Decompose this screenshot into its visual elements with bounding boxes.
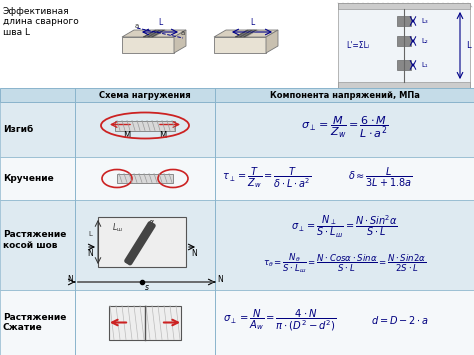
Bar <box>0 157 474 200</box>
Polygon shape <box>122 37 174 53</box>
Text: $\delta \approx \dfrac{L}{3L+1.8a}$: $\delta \approx \dfrac{L}{3L+1.8a}$ <box>348 166 412 189</box>
Bar <box>0 0 474 89</box>
Bar <box>338 82 470 88</box>
Bar <box>109 306 181 339</box>
Bar <box>397 16 411 26</box>
Text: $\sigma_{\perp} = \dfrac{N_{\perp}}{S \cdot L_{ш}} = \dfrac{N \cdot Sin^2\alpha}: $\sigma_{\perp} = \dfrac{N_{\perp}}{S \c… <box>291 214 398 240</box>
Polygon shape <box>174 30 186 53</box>
Text: L₁: L₁ <box>421 62 428 68</box>
Text: L₃: L₃ <box>421 18 428 24</box>
Polygon shape <box>143 30 165 37</box>
Text: Растяжение
Сжатие: Растяжение Сжатие <box>3 313 66 332</box>
Polygon shape <box>235 30 257 37</box>
Text: $d = D - 2 \cdot a$: $d = D - 2 \cdot a$ <box>371 315 429 327</box>
Text: $\tau_{\theta} = \dfrac{N_{\theta}}{S \cdot L_{ш}} = \dfrac{N \cdot Cos\alpha \c: $\tau_{\theta} = \dfrac{N_{\theta}}{S \c… <box>263 251 426 275</box>
Text: N: N <box>191 250 197 258</box>
Bar <box>0 290 474 355</box>
Polygon shape <box>122 30 186 37</box>
Text: $\alpha$: $\alpha$ <box>148 218 155 227</box>
Text: L₂: L₂ <box>421 38 428 44</box>
Text: a: a <box>135 23 139 29</box>
Text: N: N <box>67 274 73 284</box>
Text: Эффективная
длина сварного
шва L: Эффективная длина сварного шва L <box>3 7 79 37</box>
Text: $L_{\rm ш}$: $L_{\rm ш}$ <box>112 222 123 234</box>
Text: L: L <box>466 42 471 50</box>
Bar <box>117 174 173 182</box>
Text: a: a <box>181 30 185 36</box>
Text: Схема нагружения: Схема нагружения <box>99 91 191 99</box>
Text: $\tau_{\perp} = \dfrac{T}{Z_{w}} = \dfrac{T}{\delta \cdot L \cdot a^2}$: $\tau_{\perp} = \dfrac{T}{Z_{w}} = \dfra… <box>222 165 312 190</box>
Text: L: L <box>88 231 92 237</box>
Bar <box>397 36 411 46</box>
Text: Кручение: Кручение <box>3 174 54 183</box>
Bar <box>338 3 470 88</box>
Text: $\sigma_{\perp} = \dfrac{N}{A_{w}} = \dfrac{4 \cdot N}{\pi \cdot (D^2 - d^2)}$: $\sigma_{\perp} = \dfrac{N}{A_{w}} = \df… <box>223 307 337 333</box>
Text: $\sigma_{\perp} = \dfrac{M}{Z_{w}} = \dfrac{6 \cdot M}{L \cdot a^2}$: $\sigma_{\perp} = \dfrac{M}{Z_{w}} = \df… <box>301 115 388 140</box>
Text: N: N <box>217 274 223 284</box>
Text: L: L <box>250 18 254 27</box>
Text: M: M <box>123 131 131 140</box>
Text: Растяжение
косой шов: Растяжение косой шов <box>3 230 66 250</box>
Bar <box>338 3 470 9</box>
Bar <box>397 60 411 70</box>
Text: N: N <box>87 250 93 258</box>
Bar <box>0 88 474 102</box>
Polygon shape <box>214 37 266 53</box>
Polygon shape <box>214 30 278 37</box>
Text: s: s <box>145 284 149 293</box>
Bar <box>115 120 175 131</box>
Text: M: M <box>159 131 167 140</box>
Text: L'=ΣLᵢ: L'=ΣLᵢ <box>346 42 369 50</box>
Bar <box>0 200 474 290</box>
Text: Компонента напряжений, МПа: Компонента напряжений, МПа <box>270 91 419 99</box>
Text: Изгиб: Изгиб <box>3 125 33 134</box>
Bar <box>0 102 474 157</box>
Bar <box>98 217 186 267</box>
Polygon shape <box>266 30 278 53</box>
Text: L: L <box>158 18 162 27</box>
